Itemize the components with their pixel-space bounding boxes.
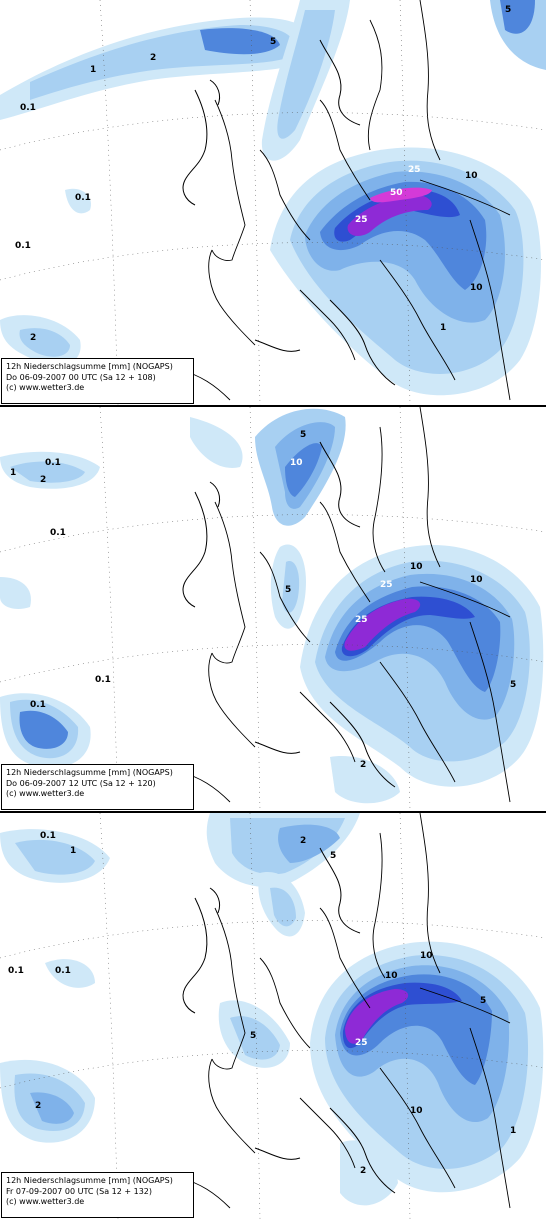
caption-credit: (c) www.wetter3.de xyxy=(6,383,85,392)
isoline-labels: 0.1 1 2 5 10 10 25 5 10 2 0.1 5 2 0.1 1 xyxy=(8,831,516,1176)
svg-text:50: 50 xyxy=(390,188,403,198)
svg-text:0.1: 0.1 xyxy=(95,675,111,685)
precip-layer xyxy=(0,408,544,804)
graticule xyxy=(0,407,546,811)
coastlines xyxy=(182,441,396,788)
svg-text:10: 10 xyxy=(470,575,483,585)
coastlines xyxy=(182,847,396,1194)
svg-text:2: 2 xyxy=(360,1166,366,1176)
svg-text:0.1: 0.1 xyxy=(15,241,31,251)
caption-title: 12h Niederschlagsumme [mm] (NOGAPS) xyxy=(6,768,173,777)
caption-credit: (c) www.wetter3.de xyxy=(6,789,85,798)
svg-text:0.1: 0.1 xyxy=(75,193,91,203)
caption-title: 12h Niederschlagsumme [mm] (NOGAPS) xyxy=(6,362,173,371)
svg-text:5: 5 xyxy=(250,1031,256,1041)
svg-text:2: 2 xyxy=(30,333,36,343)
isoline-labels: 0.1 1 2 5 5 10 25 25 50 2 0.1 10 1 0.1 xyxy=(15,5,511,343)
precip-layer xyxy=(0,813,544,1206)
precip-layer xyxy=(0,0,546,396)
caption-title: 12h Niederschlagsumme [mm] (NOGAPS) xyxy=(6,1176,173,1185)
svg-text:25: 25 xyxy=(380,580,393,590)
svg-text:5: 5 xyxy=(270,37,276,47)
svg-text:2: 2 xyxy=(300,836,306,846)
caption-date: Do 06-09-2007 12 UTC (Sa 12 + 120) xyxy=(6,778,156,788)
svg-text:1: 1 xyxy=(70,846,76,856)
svg-text:1: 1 xyxy=(10,468,16,478)
caption-credit: (c) www.wetter3.de xyxy=(6,1197,85,1206)
svg-text:10: 10 xyxy=(385,971,398,981)
svg-text:0.1: 0.1 xyxy=(20,103,36,113)
precip-map-1: 0.1 1 2 5 5 10 25 25 50 2 0.1 10 1 0.1 xyxy=(0,0,546,405)
svg-text:10: 10 xyxy=(410,1106,423,1116)
svg-text:1: 1 xyxy=(510,1126,516,1136)
forecast-map-panel-2: 0.1 1 2 10 5 5 10 25 25 10 5 0.1 2 0.1 0… xyxy=(0,407,546,811)
svg-text:25: 25 xyxy=(408,165,421,175)
coastlines xyxy=(182,39,396,386)
svg-text:5: 5 xyxy=(330,851,336,861)
svg-text:2: 2 xyxy=(360,760,366,770)
svg-text:0.1: 0.1 xyxy=(50,528,66,538)
country-borders xyxy=(119,407,511,803)
isoline-labels: 0.1 1 2 10 5 5 10 25 25 10 5 0.1 2 0.1 0… xyxy=(10,430,516,770)
svg-text:25: 25 xyxy=(355,1038,368,1048)
map-caption-2: 12h Niederschlagsumme [mm] (NOGAPS) Do 0… xyxy=(1,764,194,810)
svg-text:10: 10 xyxy=(410,562,423,572)
svg-text:2: 2 xyxy=(35,1101,41,1111)
forecast-map-panel-1: 0.1 1 2 5 5 10 25 25 50 2 0.1 10 1 0.1 1… xyxy=(0,0,546,405)
precip-map-3: 0.1 1 2 5 10 10 25 5 10 2 0.1 5 2 0.1 1 xyxy=(0,813,546,1219)
map-caption-3: 12h Niederschlagsumme [mm] (NOGAPS) Fr 0… xyxy=(1,1172,194,1218)
svg-text:0.1: 0.1 xyxy=(45,458,61,468)
svg-text:0.1: 0.1 xyxy=(30,700,46,710)
country-borders xyxy=(119,813,511,1209)
svg-text:25: 25 xyxy=(355,215,368,225)
caption-date: Fr 07-09-2007 00 UTC (Sa 12 + 132) xyxy=(6,1186,153,1196)
svg-text:0.1: 0.1 xyxy=(8,966,24,976)
graticule xyxy=(0,813,546,1219)
svg-text:5: 5 xyxy=(285,585,291,595)
svg-text:5: 5 xyxy=(505,5,511,15)
svg-text:5: 5 xyxy=(510,680,516,690)
svg-text:2: 2 xyxy=(150,53,156,63)
svg-text:0.1: 0.1 xyxy=(40,831,56,841)
map-caption-1: 12h Niederschlagsumme [mm] (NOGAPS) Do 0… xyxy=(1,358,194,404)
caption-date: Do 06-09-2007 00 UTC (Sa 12 + 108) xyxy=(6,372,156,382)
svg-text:5: 5 xyxy=(480,996,486,1006)
svg-text:25: 25 xyxy=(355,615,368,625)
svg-text:10: 10 xyxy=(290,458,303,468)
svg-text:10: 10 xyxy=(420,951,433,961)
svg-text:5: 5 xyxy=(300,430,306,440)
svg-text:2: 2 xyxy=(40,475,46,485)
svg-text:10: 10 xyxy=(470,283,483,293)
svg-text:1: 1 xyxy=(90,65,96,75)
svg-text:0.1: 0.1 xyxy=(55,966,71,976)
svg-text:10: 10 xyxy=(465,171,478,181)
forecast-map-panel-3: 0.1 1 2 5 10 10 25 5 10 2 0.1 5 2 0.1 1 … xyxy=(0,813,546,1219)
svg-text:1: 1 xyxy=(440,323,446,333)
precip-map-2: 0.1 1 2 10 5 5 10 25 25 10 5 0.1 2 0.1 0… xyxy=(0,407,546,811)
